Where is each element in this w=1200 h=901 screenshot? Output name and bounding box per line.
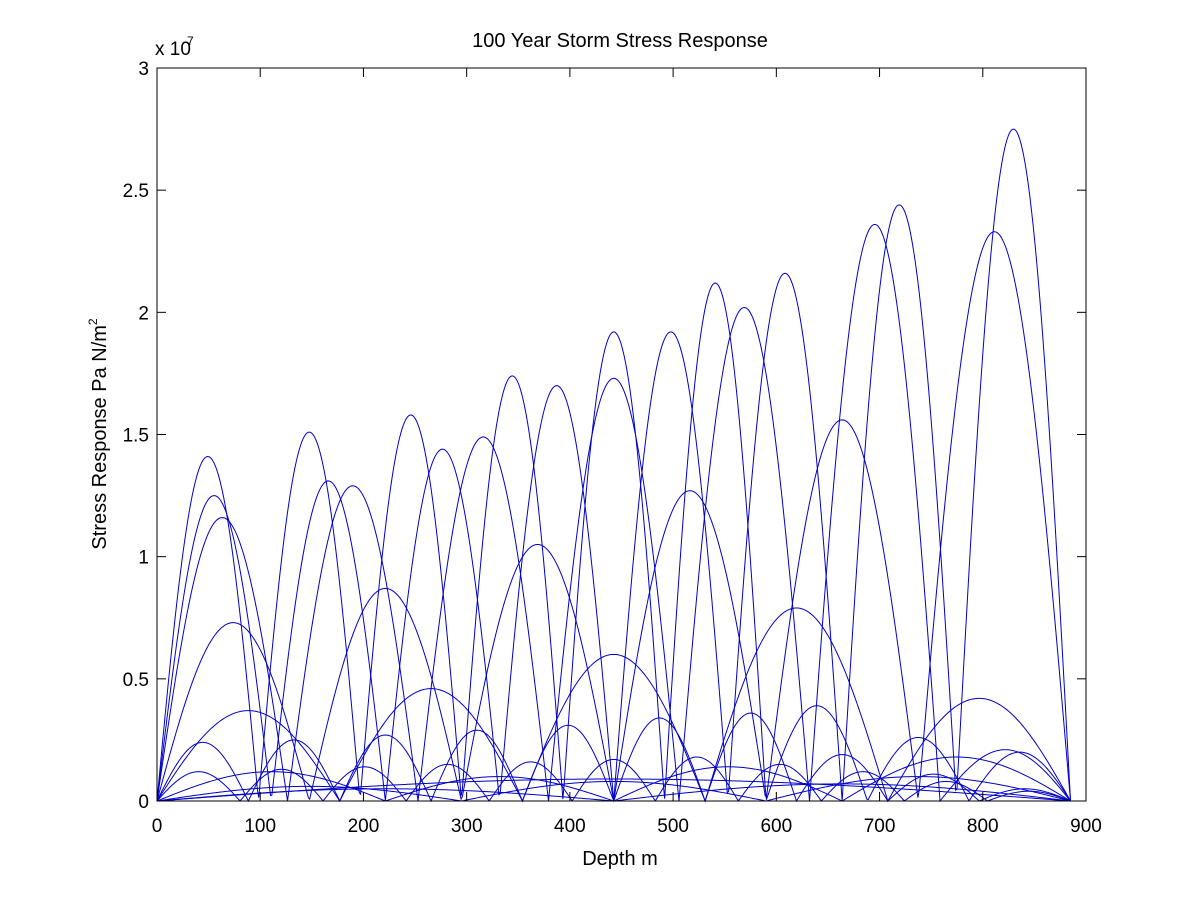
x-tick-label: 400 [554, 816, 586, 837]
y-tick-label: 2.5 [123, 181, 149, 202]
x-tick-label: 500 [657, 816, 689, 837]
y-tick-label: 1.5 [123, 426, 149, 447]
y-tick-label: 0.5 [123, 670, 149, 691]
y-axis-title-text: Stress Response Pa N/m [89, 325, 111, 550]
x-tick-label: 900 [1070, 816, 1102, 837]
y-tick-label: 0 [138, 792, 149, 813]
stress-response-figure: 100 Year Storm Stress Response x 10 7 0 1… [0, 0, 1200, 901]
x-tick-label: 200 [348, 816, 380, 837]
y-tick-label: 3 [138, 59, 149, 80]
y-multiplier-base: x 10 [155, 39, 191, 60]
x-tick-label: 600 [760, 816, 792, 837]
y-tick-label: 1 [138, 548, 149, 569]
y-multiplier-exponent: 7 [187, 34, 194, 48]
y-axis-title-exponent: 2 [86, 318, 100, 325]
y-axis-title: Stress Response Pa N/m2 [86, 318, 111, 550]
x-tick-label: 0 [152, 816, 163, 837]
x-axis-title: Depth m [582, 848, 658, 870]
x-tick-label: 800 [967, 816, 999, 837]
x-tick-label: 300 [451, 816, 483, 837]
x-tick-label: 700 [864, 816, 896, 837]
y-tick-label: 2 [138, 303, 149, 324]
x-tick-label: 100 [244, 816, 276, 837]
chart-title: 100 Year Storm Stress Response [472, 30, 768, 52]
svg-text:Stress Response Pa N/m2: Stress Response Pa N/m2 [86, 318, 111, 550]
